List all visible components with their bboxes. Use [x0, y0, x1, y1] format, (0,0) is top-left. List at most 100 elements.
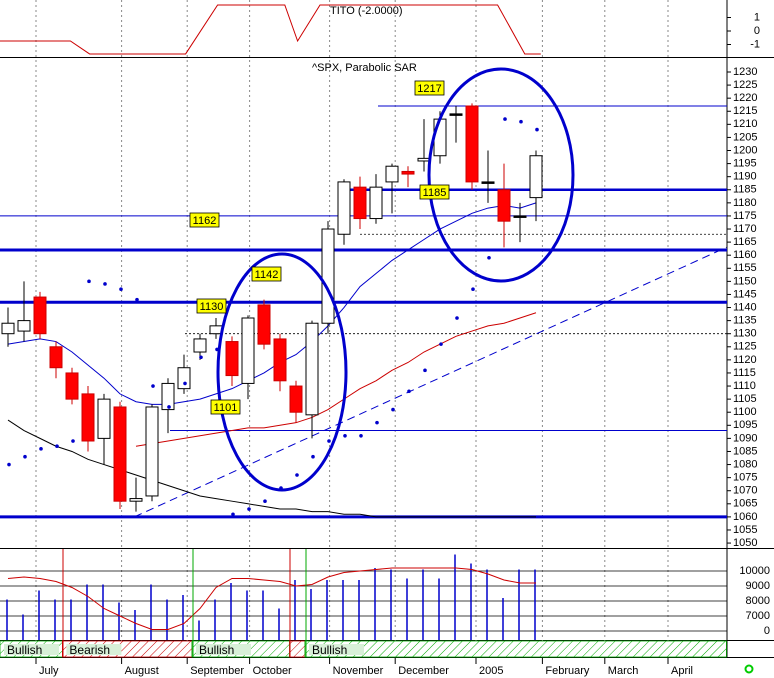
sar-dot [167, 405, 171, 409]
candle-body [433, 118, 447, 157]
annotation-label: 1130 [200, 301, 224, 313]
y-tick-label: 1075 [733, 472, 757, 484]
regime-segment [289, 640, 306, 658]
annotation-box [210, 399, 241, 415]
y-tick-label: 1185 [733, 184, 757, 196]
regime-label-bg [66, 644, 122, 655]
candle-body [145, 406, 159, 497]
sar-dot [391, 407, 395, 412]
candle-body [65, 372, 79, 400]
sar-dot [151, 384, 155, 388]
candle-body [513, 215, 527, 218]
y-tick-label: 1095 [733, 419, 757, 431]
regime-markers [62, 549, 307, 657]
y-tick-label: 1105 [733, 393, 757, 405]
y-tick-label: 1205 [733, 131, 757, 143]
sar-dot [519, 119, 523, 124]
annotation-box [196, 298, 227, 314]
candle-body [241, 317, 255, 384]
y-tick-label: 10000 [739, 565, 770, 577]
y-tick-label: 1090 [733, 432, 757, 444]
grid [35, 0, 731, 664]
candle-body [257, 304, 271, 345]
sar-dot [295, 473, 299, 477]
candle-body [81, 393, 95, 442]
y-tick-label: 1060 [733, 511, 757, 523]
candle-body [177, 367, 191, 390]
y-tick-label: 1190 [733, 171, 757, 183]
sar-dot [7, 462, 11, 467]
candle-body [321, 228, 335, 324]
sar-dot [359, 433, 363, 438]
y-tick-label: 8000 [746, 595, 770, 607]
y-tick-label: 1100 [733, 406, 757, 418]
sar-dot [199, 355, 203, 360]
y-tick-label: 7000 [746, 610, 770, 622]
sar-dot [471, 287, 475, 292]
highlight-ellipse [216, 252, 348, 492]
y-tick-label: 1050 [733, 537, 757, 549]
y-tick-label: 1120 [733, 354, 757, 366]
y-tick-label: 1135 [733, 315, 757, 327]
chart-title: ^SPX, Parabolic SAR [312, 62, 417, 74]
y-tick-label: 1065 [733, 498, 757, 510]
candle-body [129, 498, 143, 502]
candle-body [289, 385, 303, 413]
stochastic-line [7, 567, 536, 630]
sar-dot [23, 454, 27, 459]
candle-body [305, 322, 319, 416]
regime-segment [304, 640, 727, 658]
y-tick-label: 1230 [733, 66, 757, 78]
candle-body [353, 186, 367, 220]
candle-body [49, 346, 63, 369]
x-tick-label: October [253, 665, 292, 677]
y-tick-label: 1160 [733, 249, 757, 261]
y-tick-label: 1165 [733, 236, 757, 248]
candle-body [97, 398, 111, 439]
moving-average [7, 202, 537, 405]
y-tick-label: 1070 [733, 485, 757, 497]
candle-body [273, 338, 287, 382]
candle-body [465, 105, 479, 183]
annotation-box [189, 212, 220, 228]
candle-body [337, 181, 351, 235]
x-tick-label: April [671, 665, 693, 677]
y-tick-label: 9000 [746, 580, 770, 592]
y-tick-label: 1215 [733, 105, 757, 117]
annotation-box [419, 184, 450, 200]
sar-dot [55, 444, 59, 449]
sar-dot [39, 447, 43, 451]
y-tick-label: 1130 [733, 328, 757, 340]
candle-body [225, 341, 239, 377]
y-tick-label: 1155 [733, 262, 757, 274]
sar-dot [343, 433, 347, 438]
candle-body [1, 322, 15, 335]
highlight-ellipse [427, 67, 575, 283]
regime-label-bg [308, 644, 364, 655]
regime-label: Bullish [199, 643, 234, 657]
regime-label: Bullish [7, 643, 42, 657]
y-tick-label: 1140 [733, 301, 757, 313]
sar-dot [103, 282, 107, 286]
y-tick-label: 1195 [733, 158, 757, 170]
sar-dot [231, 512, 235, 517]
sar-dot [183, 381, 187, 386]
y-tick-label: 1220 [733, 92, 757, 104]
annotation-label: 1101 [214, 402, 238, 414]
candle-body [481, 181, 495, 184]
candle-body [17, 320, 31, 332]
x-tick-label: July [39, 665, 59, 677]
sar-dot [455, 316, 459, 320]
moving-average [7, 419, 536, 518]
y-tick-label: 1080 [733, 458, 757, 470]
y-tick-label: 1225 [733, 79, 757, 91]
y-tick-label: 1175 [733, 210, 757, 222]
y-tick-label: 1 [754, 11, 760, 23]
y-tick-label: 1170 [733, 223, 757, 235]
y-tick-label: 1145 [733, 288, 757, 300]
candle-body [385, 165, 399, 183]
candle-body [193, 338, 207, 353]
moving-average [135, 312, 537, 447]
sar-dot [311, 454, 315, 459]
